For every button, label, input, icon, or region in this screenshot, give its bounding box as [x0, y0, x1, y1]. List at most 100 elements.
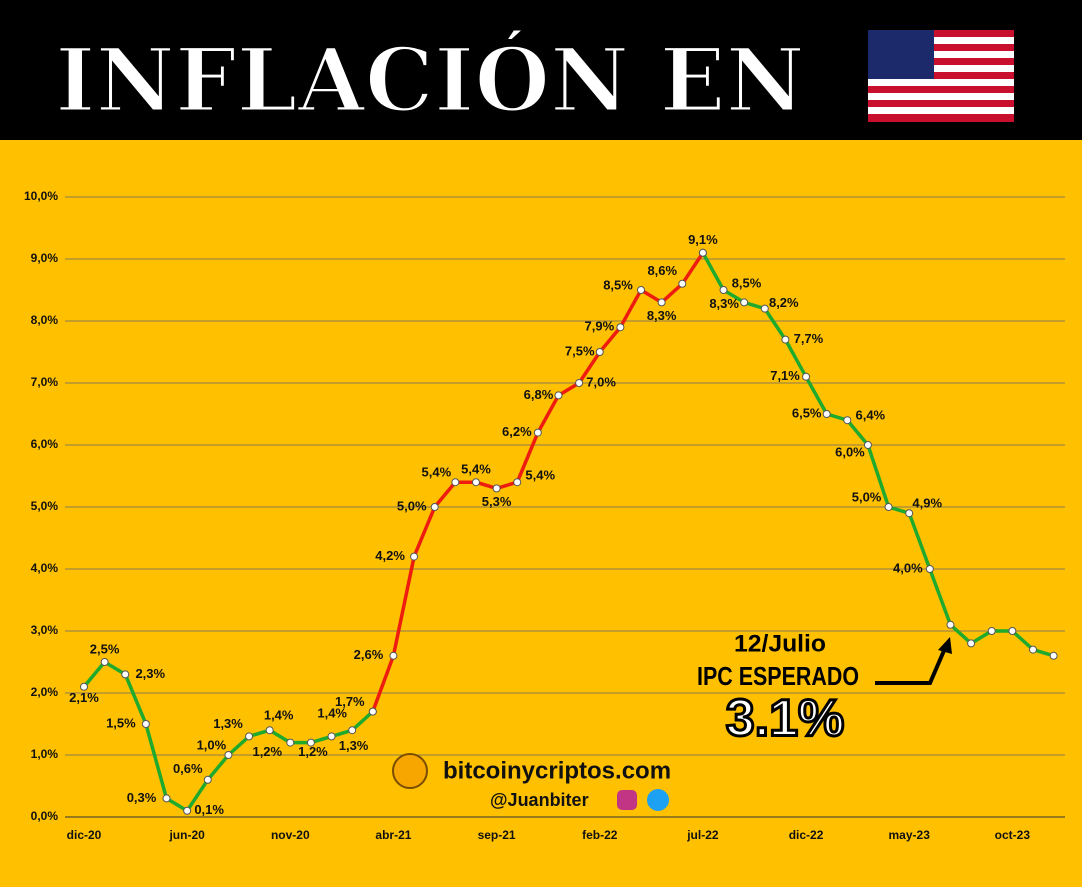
x-tick-label: sep-21: [478, 828, 516, 842]
x-tick-label: dic-20: [67, 828, 102, 842]
data-label: 1,2%: [252, 744, 282, 759]
y-tick-label: 0,0%: [31, 809, 59, 823]
point: [698, 248, 707, 257]
data-label: 1,4%: [317, 706, 347, 721]
point: [554, 391, 563, 400]
data-label: 8,2%: [769, 295, 799, 310]
y-tick-label: 3,0%: [31, 623, 59, 637]
data-label: 0,3%: [127, 790, 157, 805]
arrow: [875, 645, 948, 685]
data-label: 5,4%: [461, 462, 491, 477]
data-label: 7,9%: [585, 319, 615, 334]
point: [121, 670, 130, 679]
point: [884, 503, 893, 511]
y-tick-label: 9,0%: [31, 251, 59, 265]
data-label: 8,5%: [732, 275, 762, 290]
data-label: 4,9%: [912, 496, 942, 511]
watermark: bitcoinycriptos.com @Juanbiter: [392, 753, 671, 811]
data-label: 6,2%: [502, 424, 532, 439]
data-label: 2,6%: [354, 647, 384, 662]
x-tick-label: abr-21: [375, 828, 411, 842]
point: [410, 552, 419, 561]
point: [286, 738, 295, 747]
y-tick-label: 10,0%: [24, 189, 58, 203]
data-label: 0,1%: [194, 802, 224, 817]
x-tick-label: dic-22: [789, 828, 824, 842]
twitter-icon[interactable]: [647, 789, 669, 811]
data-label: 1,5%: [106, 715, 136, 730]
x-tick-label: feb-22: [582, 828, 618, 842]
data-label: 6,4%: [855, 408, 885, 423]
data-label: 6,8%: [524, 387, 554, 402]
point: [327, 732, 336, 741]
data-label: 1,4%: [264, 708, 294, 723]
data-label: 5,3%: [482, 494, 512, 509]
point: [987, 627, 996, 635]
point: [368, 707, 377, 716]
point: [533, 428, 542, 437]
data-label: 6,0%: [835, 444, 865, 459]
data-label: 8,3%: [709, 296, 739, 311]
point: [162, 794, 171, 803]
data-label: 1,7%: [335, 694, 365, 709]
point: [265, 726, 274, 735]
y-tick-label: 2,0%: [31, 685, 59, 699]
logo: [392, 753, 428, 789]
watermark-site: bitcoinycriptos.com: [443, 757, 671, 784]
point: [616, 323, 625, 332]
x-tick-label: oct-23: [995, 828, 1031, 842]
point: [245, 732, 254, 741]
data-label: 8,5%: [603, 277, 633, 292]
point: [678, 279, 687, 288]
point: [141, 720, 150, 728]
data-label: 8,6%: [647, 263, 677, 278]
data-label: 5,4%: [525, 468, 555, 483]
data-label: 8,3%: [647, 308, 677, 323]
data-label: 1,0%: [197, 737, 227, 752]
annotation-date: 12/Julio: [734, 630, 826, 657]
flag: [868, 30, 1014, 122]
y-tick-label: 4,0%: [31, 561, 59, 575]
data-label: 7,7%: [794, 331, 824, 346]
y-tick-label: 6,0%: [31, 437, 59, 451]
point: [802, 372, 811, 381]
y-tick-label: 8,0%: [31, 313, 59, 327]
watermark-handle: @Juanbiter: [490, 790, 589, 810]
data-label: 2,1%: [69, 690, 99, 705]
point: [471, 478, 480, 487]
point: [760, 304, 769, 313]
point: [595, 348, 604, 356]
point: [1028, 645, 1037, 654]
data-label: 1,3%: [213, 716, 243, 731]
point: [203, 775, 212, 784]
annotation-value: 3.1%: [726, 690, 845, 748]
point: [575, 379, 584, 387]
point: [905, 509, 914, 518]
point: [657, 298, 666, 307]
point: [946, 620, 955, 629]
x-tick-label: jun-20: [168, 828, 205, 842]
data-label: 7,5%: [565, 343, 595, 358]
instagram-icon[interactable]: [617, 790, 637, 810]
annotation: 12/Julio IPC ESPERADO 3.1%: [697, 630, 952, 749]
y-tick-label: 7,0%: [31, 375, 59, 389]
data-label: 1,3%: [339, 738, 369, 753]
data-label: 2,3%: [135, 666, 165, 681]
data-label: 6,5%: [792, 405, 822, 420]
y-tick-label: 1,0%: [31, 747, 59, 761]
data-label: 9,1%: [688, 232, 718, 247]
point: [348, 726, 357, 735]
y-tick-label: 5,0%: [31, 499, 59, 513]
data-label: 4,2%: [375, 548, 405, 563]
point: [781, 335, 790, 344]
point: [863, 441, 872, 449]
point: [430, 503, 439, 511]
point: [389, 651, 398, 660]
point: [967, 639, 976, 648]
arrow-head: [938, 637, 952, 654]
data-label: 7,0%: [586, 374, 616, 389]
point: [1049, 651, 1058, 660]
x-tick-label: nov-20: [271, 828, 310, 842]
